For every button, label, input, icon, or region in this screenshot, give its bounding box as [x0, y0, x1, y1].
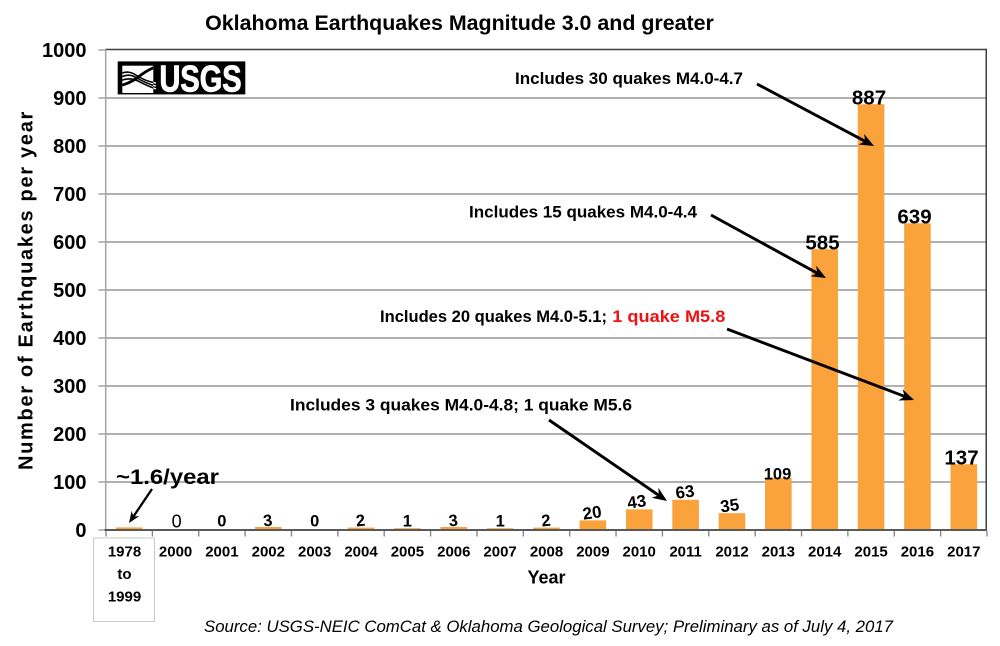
svg-text:2011: 2011 — [669, 544, 702, 561]
svg-text:137: 137 — [944, 446, 978, 469]
svg-text:Source: USGS-NEIC ComCat & Okl: Source: USGS-NEIC ComCat & Oklahoma Geol… — [204, 617, 894, 636]
svg-text:1999: 1999 — [108, 589, 141, 606]
svg-text:43: 43 — [626, 491, 647, 512]
svg-text:0: 0 — [172, 512, 182, 532]
svg-text:887: 887 — [852, 86, 886, 109]
svg-text:2: 2 — [355, 512, 366, 531]
svg-text:Oklahoma Earthquakes Magnitude: Oklahoma Earthquakes Magnitude 3.0 and g… — [205, 11, 714, 35]
svg-text:2013: 2013 — [762, 544, 795, 561]
svg-text:500: 500 — [53, 280, 86, 302]
svg-text:2012: 2012 — [715, 544, 748, 561]
svg-text:700: 700 — [53, 184, 86, 206]
svg-text:2009: 2009 — [576, 544, 609, 561]
svg-text:400: 400 — [53, 328, 86, 350]
svg-text:0: 0 — [310, 513, 319, 531]
svg-text:1978: 1978 — [108, 544, 141, 561]
svg-text:2007: 2007 — [483, 544, 516, 561]
svg-text:2008: 2008 — [530, 544, 563, 561]
svg-text:63: 63 — [674, 481, 695, 502]
svg-text:1000: 1000 — [42, 40, 87, 62]
svg-text:200: 200 — [53, 424, 86, 446]
svg-text:Includes 30 quakes M4.0-4.7: Includes 30 quakes M4.0-4.7 — [515, 69, 743, 88]
svg-text:585: 585 — [805, 232, 839, 255]
svg-text:2001: 2001 — [205, 544, 238, 561]
svg-text:35: 35 — [719, 495, 740, 516]
svg-text:to: to — [117, 566, 131, 583]
svg-text:1: 1 — [496, 513, 505, 531]
svg-text:Includes 20 quakes M4.0-5.1;: Includes 20 quakes M4.0-5.1; — [380, 307, 607, 326]
svg-text:0: 0 — [217, 513, 226, 531]
svg-text:2017: 2017 — [947, 544, 980, 561]
svg-text:2002: 2002 — [252, 544, 285, 561]
svg-text:2010: 2010 — [623, 544, 656, 561]
svg-text:USGS: USGS — [160, 58, 242, 100]
svg-text:2005: 2005 — [391, 544, 424, 561]
svg-text:2014: 2014 — [808, 544, 842, 561]
svg-text:2000: 2000 — [159, 544, 192, 561]
svg-text:2004: 2004 — [344, 544, 378, 561]
svg-text:0: 0 — [75, 520, 86, 542]
svg-text:2016: 2016 — [901, 544, 934, 561]
svg-text:100: 100 — [53, 472, 86, 494]
svg-text:3: 3 — [262, 512, 273, 531]
svg-text:600: 600 — [53, 232, 86, 254]
svg-text:Includes 15 quakes M4.0-4.4: Includes 15 quakes M4.0-4.4 — [469, 203, 698, 222]
svg-text:Year: Year — [527, 568, 565, 588]
svg-text:~1.6/year: ~1.6/year — [116, 466, 219, 489]
svg-text:2: 2 — [541, 512, 552, 531]
svg-text:1 quake M5.8: 1 quake M5.8 — [612, 307, 725, 326]
svg-text:109: 109 — [764, 466, 792, 484]
svg-text:639: 639 — [897, 206, 931, 229]
svg-text:20: 20 — [581, 502, 602, 523]
svg-text:2006: 2006 — [437, 544, 470, 561]
svg-text:300: 300 — [53, 376, 86, 398]
svg-text:2003: 2003 — [298, 544, 331, 561]
svg-text:2015: 2015 — [854, 544, 887, 561]
svg-text:Includes 3 quakes M4.0-4.8; 1: Includes 3 quakes M4.0-4.8; 1 quake M5.6 — [290, 396, 632, 415]
svg-text:800: 800 — [53, 136, 86, 158]
svg-text:3: 3 — [448, 512, 459, 531]
svg-text:Number of Earthquakes per year: Number of Earthquakes per year — [15, 110, 37, 470]
svg-text:900: 900 — [53, 88, 86, 110]
svg-text:1: 1 — [403, 513, 412, 531]
